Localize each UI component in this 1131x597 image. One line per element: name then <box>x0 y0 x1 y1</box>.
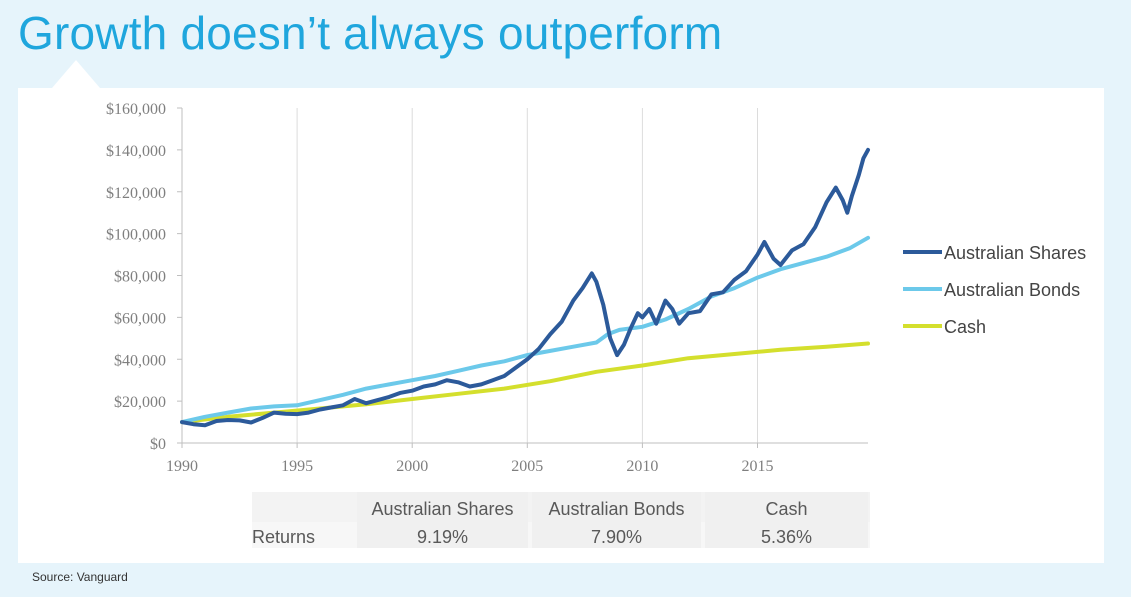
page-title: Growth doesn’t always outperform <box>18 7 723 59</box>
y-tick-label: $80,000 <box>114 269 166 286</box>
x-tick-label: 2015 <box>742 458 774 475</box>
y-axis: $0 $20,000 $40,000 $60,000 $80,000 $100,000 $1… <box>106 101 183 453</box>
returns-cell <box>532 492 701 548</box>
y-tick-label: $160,000 <box>106 101 166 118</box>
series-line-australian-shares <box>180 147 870 428</box>
returns-cell <box>705 492 868 548</box>
x-tick-label: 2010 <box>626 458 658 475</box>
returns-value: 5.36% <box>761 527 812 547</box>
returns-header: Australian Bonds <box>548 499 684 519</box>
y-tick-label: $60,000 <box>114 310 166 327</box>
returns-value: 9.19% <box>417 527 468 547</box>
y-tick-label: $0 <box>150 436 166 453</box>
legend-label-cash: Cash <box>944 317 986 337</box>
returns-value: 7.90% <box>591 527 642 547</box>
returns-row-label: Returns <box>252 527 315 547</box>
y-tick-label: $20,000 <box>114 394 166 411</box>
y-tick-label: $100,000 <box>106 227 166 244</box>
series-line-cash <box>180 341 870 425</box>
y-tick-label: $40,000 <box>114 352 166 369</box>
y-tick-label: $140,000 <box>106 143 166 160</box>
chart-grid <box>296 108 759 443</box>
chart-legend: Australian Shares Australian Bonds Cash <box>903 243 1086 337</box>
x-tick-label: 2000 <box>396 458 428 475</box>
x-axis: 1990 1995 2000 2005 2010 2015 <box>166 442 868 475</box>
callout-pointer <box>52 60 100 88</box>
returns-header: Australian Shares <box>371 499 513 519</box>
y-tick-label: $120,000 <box>106 185 166 202</box>
legend-label-australian-bonds: Australian Bonds <box>944 280 1080 300</box>
source-note: Source: Vanguard <box>32 570 128 584</box>
chart-series <box>180 147 870 428</box>
returns-cell <box>357 492 528 548</box>
returns-table: Returns Australian Shares 9.19% Australian … <box>252 492 870 548</box>
returns-header: Cash <box>765 499 807 519</box>
legend-label-australian-shares: Australian Shares <box>944 243 1086 263</box>
series-line-australian-bonds <box>180 235 870 425</box>
x-tick-label: 2005 <box>511 458 543 475</box>
x-tick-label: 1990 <box>166 458 198 475</box>
x-tick-label: 1995 <box>281 458 313 475</box>
